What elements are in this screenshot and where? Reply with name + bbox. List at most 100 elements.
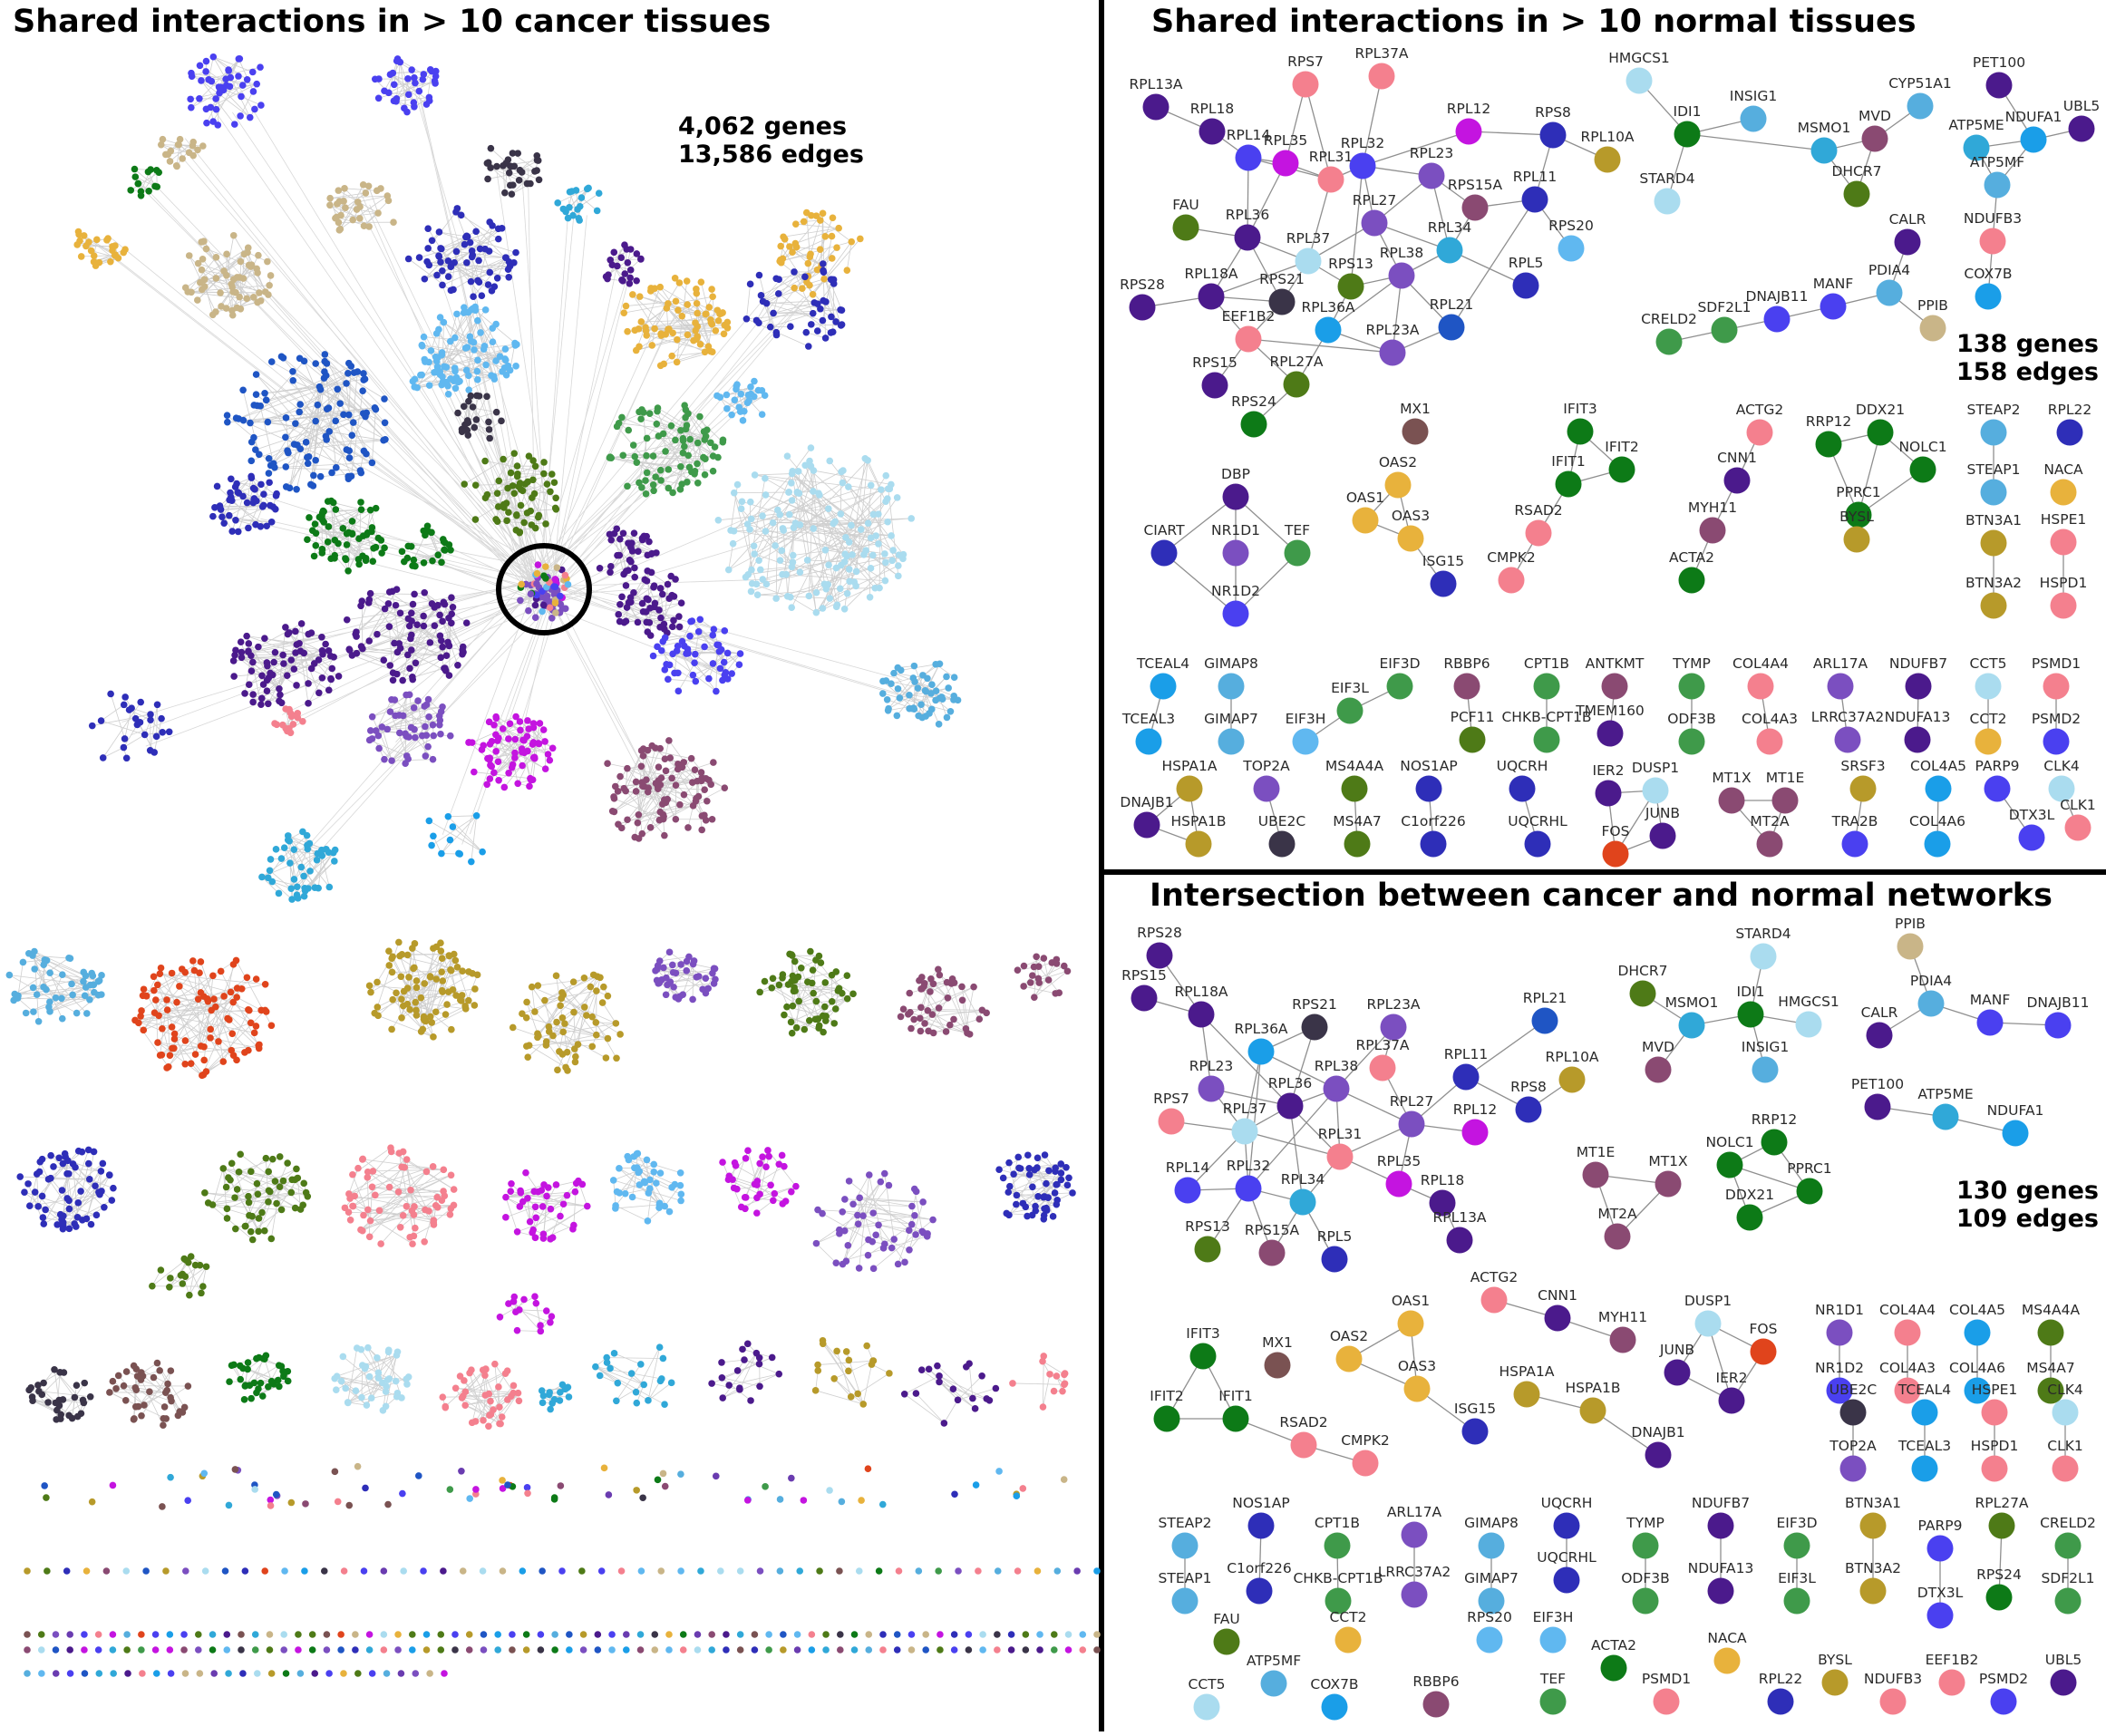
gene-node xyxy=(928,706,936,713)
gene-node xyxy=(315,402,322,409)
gene-node xyxy=(214,121,221,129)
gene-node xyxy=(375,732,383,740)
gene-node xyxy=(488,763,495,771)
edge xyxy=(765,479,789,492)
gene-node xyxy=(645,538,653,546)
gene-node xyxy=(319,651,326,658)
gene-node xyxy=(436,228,443,236)
gene-node xyxy=(829,233,836,240)
gene-node xyxy=(578,194,586,201)
gene-node xyxy=(420,613,427,620)
gene-node xyxy=(650,653,657,660)
gene-node xyxy=(227,74,234,82)
gene-node xyxy=(483,781,490,788)
gene-node xyxy=(621,619,628,626)
gene-node xyxy=(335,673,343,680)
gene-node xyxy=(390,218,397,226)
gene-node xyxy=(826,458,833,465)
gene-node xyxy=(286,859,294,867)
gene-node xyxy=(272,649,279,656)
gene-node xyxy=(239,386,247,393)
gene-node xyxy=(516,529,523,537)
gene-node xyxy=(448,263,455,270)
gene-node xyxy=(365,637,373,645)
gene-node xyxy=(292,628,299,635)
gene-node xyxy=(381,395,388,402)
gene-node xyxy=(356,203,364,210)
gene-node xyxy=(265,291,272,298)
edge xyxy=(944,1400,957,1423)
gene-node xyxy=(694,461,701,468)
gene-node xyxy=(270,659,277,666)
cancer-cluster xyxy=(554,185,602,224)
gene-node xyxy=(584,186,591,193)
gene-node xyxy=(669,650,676,657)
gene-node xyxy=(673,816,680,823)
gene-node xyxy=(386,588,393,596)
gene-node xyxy=(829,276,836,284)
gene-node xyxy=(638,484,645,491)
gene-node xyxy=(393,602,400,609)
gene-node xyxy=(684,332,692,339)
gene-node xyxy=(247,114,254,121)
gene-node xyxy=(154,701,161,708)
gene-node xyxy=(762,392,769,399)
gene-node xyxy=(253,371,260,378)
gene-node xyxy=(715,317,723,325)
gene-node xyxy=(743,315,751,323)
gene-node xyxy=(787,323,794,330)
gene-node xyxy=(634,250,641,257)
edge xyxy=(746,284,750,318)
gene-node xyxy=(286,706,293,713)
gene-node xyxy=(684,824,692,831)
gene-node xyxy=(199,142,207,150)
gene-node xyxy=(432,622,439,629)
gene-node xyxy=(138,192,145,199)
gene-node xyxy=(759,411,766,418)
gene-node xyxy=(404,755,412,762)
gene-node xyxy=(657,477,665,484)
gene-node xyxy=(701,436,708,443)
gene-node xyxy=(372,75,379,82)
gene-node xyxy=(367,507,374,514)
gene-node xyxy=(413,384,421,392)
gene-node xyxy=(552,505,559,512)
gene-node xyxy=(669,624,676,631)
gene-node xyxy=(631,453,638,461)
gene-node xyxy=(463,427,471,434)
gene-node xyxy=(328,470,335,477)
gene-node xyxy=(947,708,955,715)
gene-node xyxy=(721,330,728,337)
gene-node xyxy=(437,731,444,738)
gene-node xyxy=(955,697,962,704)
gene-node xyxy=(604,760,611,767)
gene-node xyxy=(813,609,820,616)
gene-node xyxy=(885,485,892,492)
gene-node xyxy=(620,529,627,537)
gene-node xyxy=(253,498,260,505)
gene-node xyxy=(650,452,657,460)
gene-node xyxy=(421,589,428,596)
cancer-cluster xyxy=(603,241,645,286)
gene-node xyxy=(512,342,519,349)
gene-node xyxy=(381,545,388,552)
gene-node xyxy=(421,703,428,710)
gene-node xyxy=(857,236,864,243)
edge xyxy=(527,1002,548,1026)
gene-node xyxy=(432,73,440,80)
gene-node xyxy=(686,436,694,443)
gene-node xyxy=(634,459,641,466)
gene-node xyxy=(749,580,756,587)
gene-node xyxy=(710,759,717,766)
gene-node xyxy=(120,249,127,257)
gene-node xyxy=(228,284,236,291)
gene-node xyxy=(342,204,349,211)
gene-node xyxy=(186,149,193,156)
gene-node xyxy=(638,318,645,325)
gene-node xyxy=(767,324,774,331)
gene-node xyxy=(713,327,720,335)
gene-node xyxy=(656,809,664,816)
gene-node xyxy=(505,266,512,273)
gene-node xyxy=(506,258,513,266)
